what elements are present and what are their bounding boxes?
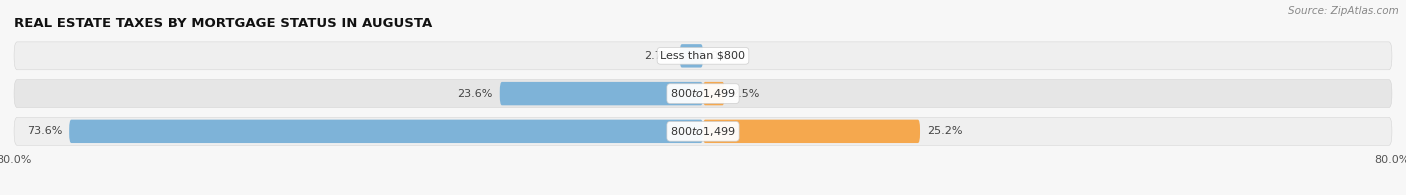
FancyBboxPatch shape (703, 120, 920, 143)
Text: 2.5%: 2.5% (731, 89, 759, 99)
Text: $800 to $1,499: $800 to $1,499 (671, 125, 735, 138)
Text: Less than $800: Less than $800 (661, 51, 745, 61)
Text: 0.0%: 0.0% (710, 51, 738, 61)
Text: 2.7%: 2.7% (644, 51, 673, 61)
FancyBboxPatch shape (14, 117, 1392, 145)
FancyBboxPatch shape (679, 44, 703, 67)
Text: 25.2%: 25.2% (927, 126, 962, 136)
Text: $800 to $1,499: $800 to $1,499 (671, 87, 735, 100)
Text: 23.6%: 23.6% (457, 89, 494, 99)
Text: Source: ZipAtlas.com: Source: ZipAtlas.com (1288, 6, 1399, 16)
FancyBboxPatch shape (14, 42, 1392, 70)
FancyBboxPatch shape (703, 82, 724, 105)
FancyBboxPatch shape (499, 82, 703, 105)
Text: 73.6%: 73.6% (27, 126, 62, 136)
Text: REAL ESTATE TAXES BY MORTGAGE STATUS IN AUGUSTA: REAL ESTATE TAXES BY MORTGAGE STATUS IN … (14, 17, 432, 30)
FancyBboxPatch shape (14, 80, 1392, 108)
FancyBboxPatch shape (69, 120, 703, 143)
